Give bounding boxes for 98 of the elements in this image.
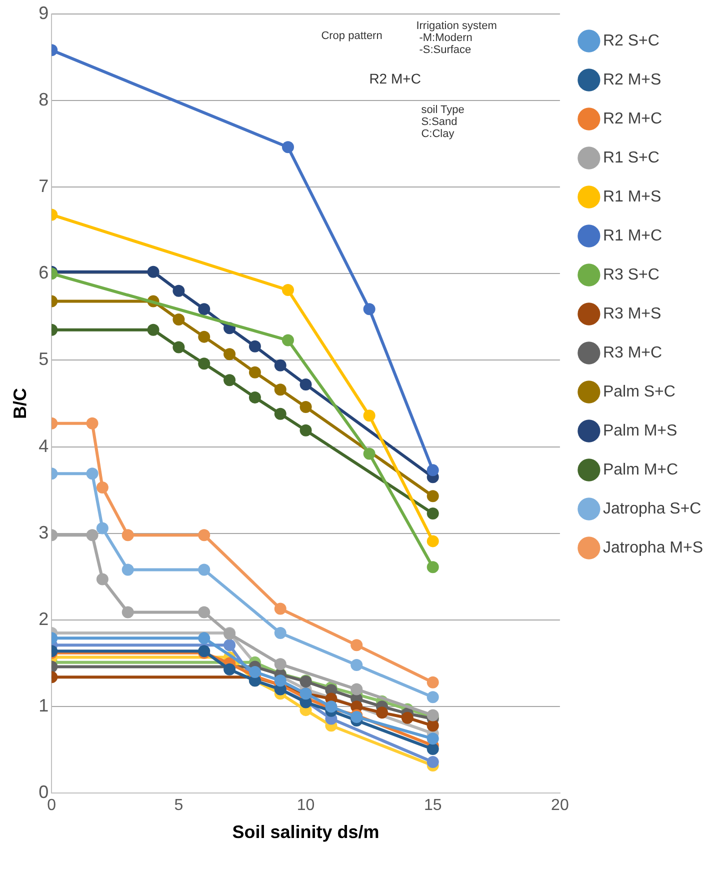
point xyxy=(122,529,134,542)
point xyxy=(426,732,439,745)
point xyxy=(426,676,439,688)
point xyxy=(274,359,286,372)
legend-label: Jatropha S+C xyxy=(602,500,702,518)
point xyxy=(122,564,134,576)
legend-label: R3 S+C xyxy=(602,266,660,284)
point xyxy=(426,720,439,732)
annotation: Crop pattern xyxy=(321,30,382,42)
point xyxy=(300,378,312,390)
y-tick-label: 8 xyxy=(38,89,49,110)
point xyxy=(282,284,294,296)
point xyxy=(86,529,98,542)
point xyxy=(198,632,210,644)
y-axis-title: B/C xyxy=(10,388,30,419)
annotation: soil Type xyxy=(421,104,464,116)
x-axis-title: Soil salinity ds/m xyxy=(232,822,380,842)
legend-label: R1 M+C xyxy=(602,227,662,244)
y-tick-label: 6 xyxy=(38,262,49,283)
point xyxy=(198,606,210,618)
point xyxy=(224,374,236,386)
point xyxy=(350,659,363,672)
point xyxy=(198,303,210,316)
y-tick-label: 4 xyxy=(38,436,49,456)
legend-label: Palm S+C xyxy=(602,383,676,400)
point xyxy=(147,324,160,336)
point xyxy=(426,490,439,502)
legend-label: Palm M+C xyxy=(602,461,678,478)
legend-label: R3 M+C xyxy=(602,344,662,362)
point xyxy=(274,626,286,639)
point xyxy=(86,468,98,480)
annotation: R2 M+C xyxy=(369,70,421,87)
point xyxy=(274,384,286,396)
x-tick-label: 5 xyxy=(174,797,184,814)
point xyxy=(172,314,185,326)
point xyxy=(198,529,210,542)
y-tick-label: 7 xyxy=(38,176,49,196)
y-tick-label: 3 xyxy=(38,522,49,542)
point xyxy=(363,303,376,316)
point xyxy=(376,706,388,719)
point xyxy=(172,341,185,354)
point xyxy=(224,348,236,360)
point xyxy=(248,666,261,678)
legend-label: R1 M+S xyxy=(602,188,662,206)
point xyxy=(300,400,312,413)
point xyxy=(172,284,185,297)
annotation: -M:Modern xyxy=(419,32,472,44)
legend-label: Palm M+S xyxy=(602,422,678,440)
y-tick-label: 1 xyxy=(38,696,49,716)
point xyxy=(248,391,261,404)
point xyxy=(426,691,439,704)
point xyxy=(198,330,210,343)
legend-label: R2 S+C xyxy=(602,32,660,50)
annotation: Irrigation system xyxy=(416,20,497,32)
y-tick-label: 5 xyxy=(38,349,49,370)
point xyxy=(363,448,376,460)
point xyxy=(350,639,363,652)
point xyxy=(198,564,210,576)
annotation: -S:Surface xyxy=(419,44,472,56)
y-tick-label: 9 xyxy=(38,2,49,23)
x-tick-label: 20 xyxy=(551,797,569,814)
legend-label: R1 S+C xyxy=(602,149,660,166)
x-tick-label: 10 xyxy=(296,797,315,814)
point xyxy=(426,464,439,476)
annotation: C:Clay xyxy=(421,128,455,140)
point xyxy=(426,535,439,548)
point xyxy=(122,606,134,618)
point xyxy=(426,756,439,768)
point xyxy=(401,712,414,724)
point xyxy=(300,424,312,436)
point xyxy=(426,743,439,756)
point xyxy=(147,266,160,278)
point xyxy=(96,482,108,494)
legend-label: R2 M+C xyxy=(602,110,662,128)
annotation: S:Sand xyxy=(421,116,458,128)
x-tick-label: 15 xyxy=(424,797,442,814)
point xyxy=(274,658,286,670)
legend-label: R3 M+S xyxy=(602,305,662,322)
legend-label: R2 M+S xyxy=(602,71,662,88)
point xyxy=(363,410,376,422)
point xyxy=(274,674,286,687)
point xyxy=(248,366,261,378)
point xyxy=(282,141,294,154)
point xyxy=(282,334,294,346)
point xyxy=(96,522,108,534)
point xyxy=(86,417,98,430)
point xyxy=(426,561,439,574)
point xyxy=(350,683,363,696)
point xyxy=(96,573,108,586)
y-tick-label: 2 xyxy=(38,608,49,629)
point xyxy=(224,663,236,676)
point xyxy=(274,408,286,420)
point xyxy=(224,639,236,652)
point xyxy=(198,358,210,370)
point xyxy=(426,507,439,520)
point xyxy=(248,340,261,352)
legend-label: Jatropha M+S xyxy=(602,539,704,556)
point xyxy=(274,602,286,615)
